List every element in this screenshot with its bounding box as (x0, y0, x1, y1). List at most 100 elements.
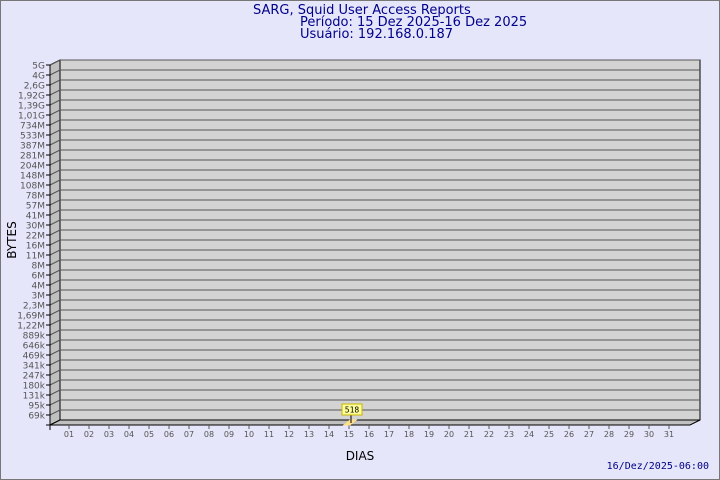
x-tick-label: 02 (84, 430, 94, 439)
gridline-side (49, 219, 61, 226)
y-tick-label: 469k (23, 352, 46, 362)
data-label: 518 (345, 406, 360, 415)
gridline-side (49, 389, 61, 396)
y-tick-label: 387M (20, 142, 45, 152)
x-tick-label: 01 (64, 430, 74, 439)
gridline-side (49, 329, 61, 336)
y-tick-label: 180k (23, 382, 46, 392)
chart-period: Período: 15 Dez 2025-16 Dez 2025 (300, 15, 528, 30)
y-tick-label: 4G (32, 72, 45, 82)
y-tick-label: 16M (26, 242, 45, 252)
gridline-side (49, 169, 61, 176)
x-tick-label: 08 (204, 430, 214, 439)
gridline-side (49, 59, 61, 66)
y-tick-label: 2,3M (23, 302, 45, 312)
x-tick-label: 21 (464, 430, 474, 439)
x-tick-label: 26 (564, 430, 574, 439)
gridline-side (49, 99, 61, 106)
gridline-side (49, 109, 61, 116)
x-tick-label: 24 (524, 430, 534, 439)
data-label-box (341, 403, 363, 416)
y-tick-label: 30M (26, 222, 45, 232)
gridline-side (49, 79, 61, 86)
x-tick-label: 11 (264, 430, 274, 439)
y-tick-label: 95k (28, 402, 45, 412)
y-tick-label: 646k (23, 342, 46, 352)
x-tick-label: 12 (284, 430, 294, 439)
y-tick-label: 22M (26, 232, 45, 242)
gridline-side (49, 319, 61, 326)
x-tick-label: 13 (304, 430, 314, 439)
y-tick-label: 204M (20, 162, 45, 172)
x-tick-label: 18 (404, 430, 414, 439)
x-tick-label: 19 (424, 430, 434, 439)
gridline-side (49, 209, 61, 216)
x-tick-label: 23 (504, 430, 514, 439)
x-tick-label: 16 (364, 430, 374, 439)
x-tick-label: 22 (484, 430, 494, 439)
y-tick-label: 734M (20, 122, 45, 132)
y-tick-label: 1,22M (17, 322, 45, 332)
y-tick-label: 1,92G (18, 92, 45, 102)
gridline-side (49, 379, 61, 386)
y-tick-label: 341k (23, 362, 46, 372)
x-tick-label: 29 (624, 430, 634, 439)
gridline-side (49, 199, 61, 206)
gridline-side (49, 189, 61, 196)
bar-day-15 (342, 419, 358, 426)
gridline-side (49, 259, 61, 266)
y-tick-label: 3M (32, 292, 46, 302)
x-tick-label: 05 (144, 430, 154, 439)
y-tick-label: 281M (20, 152, 45, 162)
gridline-side (49, 369, 61, 376)
report-timestamp: 16/Dez/2025-06:00 (606, 461, 709, 472)
x-tick-label: 27 (584, 430, 594, 439)
x-tick-label: 04 (124, 430, 134, 439)
x-tick-label: 20 (444, 430, 454, 439)
x-tick-label: 14 (324, 430, 334, 439)
gridline-side (49, 129, 61, 136)
gridline-side (49, 149, 61, 156)
gridline-side (49, 349, 61, 356)
y-tick-label: 4M (32, 282, 46, 292)
y-tick-label: 5G (32, 62, 45, 72)
y-tick-label: 889k (23, 332, 46, 342)
gridline-side (49, 299, 61, 306)
gridline-side (49, 309, 61, 316)
y-tick-label: 1,69M (17, 312, 45, 322)
y-tick-label: 247k (23, 372, 46, 382)
plot-floor (49, 419, 701, 426)
chart-title: SARG, Squid User Access Reports (253, 3, 471, 18)
y-tick-label: 108M (20, 182, 45, 192)
y-tick-label: 131k (23, 392, 46, 402)
gridline-side (49, 399, 61, 406)
x-tick-label: 25 (544, 430, 554, 439)
gridline-side (49, 359, 61, 366)
y-tick-label: 1,01G (18, 112, 45, 122)
x-tick-label: 31 (664, 430, 674, 439)
y-tick-label: 1,39G (18, 102, 45, 112)
gridline-side (49, 159, 61, 166)
x-tick-label: 09 (224, 430, 234, 439)
gridline-side (49, 339, 61, 346)
y-tick-label: 6M (32, 272, 46, 282)
chart-user: Usuário: 192.168.0.187 (300, 27, 454, 42)
x-tick-label: 17 (384, 430, 394, 439)
y-tick-label: 2,6G (24, 82, 45, 92)
y-tick-label: 69k (28, 412, 45, 422)
x-tick-label: 03 (104, 430, 114, 439)
y-tick-label: 41M (26, 212, 45, 222)
gridline-side (49, 69, 61, 76)
x-tick-label: 15 (344, 430, 354, 439)
y-tick-label: 8M (32, 262, 46, 272)
gridline-side (49, 249, 61, 256)
y-tick-label: 148M (20, 172, 45, 182)
x-axis-label: DIAS (346, 449, 375, 463)
x-tick-label: 10 (244, 430, 254, 439)
gridline-side (49, 89, 61, 96)
y-axis-label: BYTES (5, 221, 19, 258)
y-tick-label: 78M (26, 192, 45, 202)
y-tick-label: 533M (20, 132, 45, 142)
y-tick-label: 57M (26, 202, 45, 212)
